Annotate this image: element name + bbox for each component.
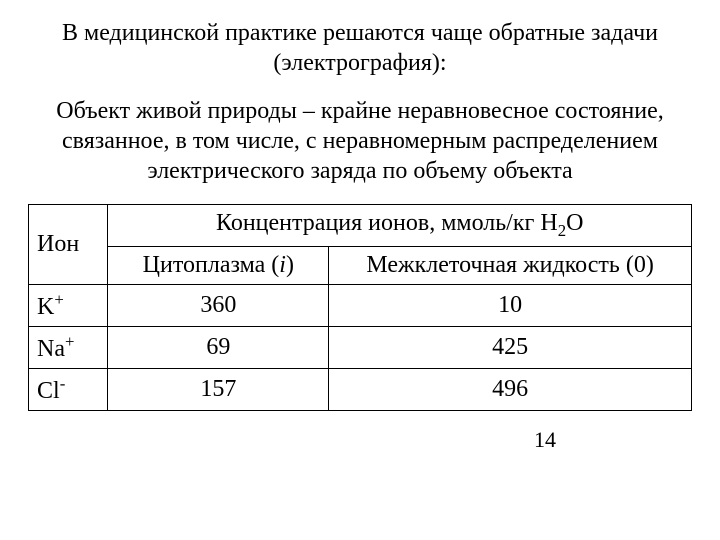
cell-ion: Cl- [29, 368, 108, 410]
cell-ion: K+ [29, 284, 108, 326]
ion-charge: + [54, 290, 63, 309]
paragraph-intro: В медицинской практике решаются чаще обр… [30, 18, 690, 78]
ion-charge: + [65, 332, 74, 351]
header-cyto-pre: Цитоплазма ( [143, 252, 280, 278]
table-header-row-1: Ион Концентрация ионов, ммоль/кг Н2О [29, 205, 692, 247]
ion-base: Na [37, 336, 65, 362]
page-number: 14 [28, 411, 692, 453]
ion-base: K [37, 294, 54, 320]
header-cytoplasm: Цитоплазма (i) [108, 246, 329, 284]
cell-cytoplasm: 69 [108, 326, 329, 368]
header-concentration: Концентрация ионов, ммоль/кг Н2О [108, 205, 692, 247]
cell-cytoplasm: 157 [108, 368, 329, 410]
ion-base: Cl [37, 378, 60, 404]
header-cyto-ital: i [279, 252, 286, 278]
cell-ion: Na+ [29, 326, 108, 368]
header-conc-post: О [566, 210, 583, 236]
ion-charge: - [60, 374, 66, 393]
slide-content: В медицинской практике решаются чаще обр… [0, 0, 720, 453]
header-conc-pre: Концентрация ионов, ммоль/кг Н [216, 210, 558, 236]
table-row: Cl- 157 496 [29, 368, 692, 410]
header-conc-sub: 2 [558, 221, 566, 240]
cell-cytoplasm: 360 [108, 284, 329, 326]
cell-extracellular: 425 [329, 326, 692, 368]
header-extracellular: Межклеточная жидкость (0) [329, 246, 692, 284]
paragraph-body: Объект живой природы – крайне неравновес… [30, 96, 690, 186]
header-ion: Ион [29, 205, 108, 285]
table-row: K+ 360 10 [29, 284, 692, 326]
ion-concentration-table: Ион Концентрация ионов, ммоль/кг Н2О Цит… [28, 204, 692, 411]
table-header-row-2: Цитоплазма (i) Межклеточная жидкость (0) [29, 246, 692, 284]
cell-extracellular: 10 [329, 284, 692, 326]
header-cyto-post: ) [286, 252, 294, 278]
cell-extracellular: 496 [329, 368, 692, 410]
table-row: Na+ 69 425 [29, 326, 692, 368]
